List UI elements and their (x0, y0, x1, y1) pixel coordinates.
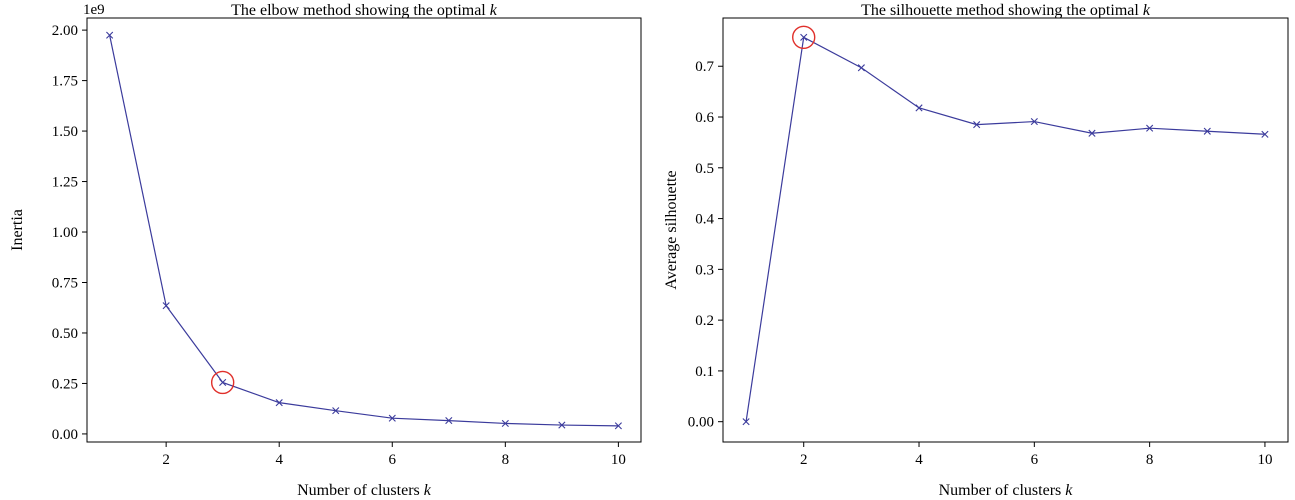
elbow-y-axis-label: Inertia (9, 209, 26, 251)
silhouette-x-tick-label: 8 (1146, 452, 1154, 468)
silhouette-x-axis-label-var: k (1065, 482, 1073, 499)
elbow-chart: 2 4 6 8 10 0.00 0.25 0.50 0.75 1.00 1.25 1.50 1.75 2.… (9, 2, 642, 499)
silhouette-y-tick-label: 0.00 (688, 415, 714, 431)
silhouette-data-point (800, 33, 808, 41)
elbow-y-tick-label: 0.75 (52, 275, 78, 291)
silhouette-y-tick-label: 0.5 (695, 161, 714, 177)
silhouette-y-tick-label: 0.1 (695, 364, 714, 380)
silhouette-chart: 2 4 6 8 10 0.00 0.1 0.2 0.3 0.4 0.5 0.6 0.7 The silho… (663, 2, 1289, 499)
silhouette-plot-frame (722, 17, 1289, 443)
silhouette-y-tick-label: 0.3 (695, 262, 714, 278)
silhouette-y-tick-label: 0.2 (695, 313, 714, 329)
elbow-data-point (332, 407, 340, 415)
silhouette-y-tick-label: 0.7 (695, 59, 714, 75)
elbow-data-point (501, 419, 509, 428)
silhouette-series-line (745, 36, 1265, 422)
elbow-chart-title-var: k (490, 2, 498, 19)
silhouette-y-tick-label: 0.6 (695, 110, 714, 126)
elbow-y-tick-label: 1.25 (52, 175, 78, 191)
elbow-x-tick-label: 10 (611, 452, 626, 468)
silhouette-data-point (1203, 127, 1211, 135)
elbow-x-tick-label: 2 (162, 452, 170, 468)
elbow-plot-frame (86, 17, 642, 443)
elbow-x-tick-label: 4 (275, 452, 283, 468)
silhouette-x-axis-label-text: Number of clusters (939, 482, 1066, 499)
silhouette-data-point (1088, 129, 1096, 137)
elbow-y-tick-label: 1.75 (52, 74, 78, 90)
elbow-optimal-k-highlight (210, 370, 235, 395)
elbow-series-line (109, 35, 619, 427)
elbow-x-tick-label: 8 (502, 452, 510, 468)
elbow-y-tick-label: 1.50 (52, 124, 78, 140)
elbow-data-point (162, 302, 170, 310)
silhouette-data-point (857, 64, 865, 72)
elbow-chart-title: The elbow method showing the optimal k (231, 2, 498, 19)
silhouette-x-tick-label: 4 (915, 452, 923, 468)
silhouette-y-tick-label: 0.4 (695, 212, 714, 228)
elbow-x-axis-label: Number of clusters k (297, 482, 432, 499)
elbow-chart-title-text: The elbow method showing the optimal (231, 2, 490, 19)
silhouette-x-tick-label: 2 (800, 452, 808, 468)
silhouette-chart-title-var: k (1143, 2, 1151, 19)
elbow-data-point (445, 417, 453, 425)
silhouette-data-point (1030, 117, 1038, 126)
silhouette-chart-title: The silhouette method showing the optima… (861, 2, 1151, 19)
elbow-y-multiplier: 1e9 (83, 2, 105, 18)
silhouette-data-point (915, 104, 923, 112)
silhouette-data-point (1146, 124, 1154, 132)
silhouette-x-tick-label: 10 (1257, 452, 1272, 468)
elbow-data-point (558, 421, 566, 429)
silhouette-x-tick-label: 6 (1031, 452, 1039, 468)
silhouette-y-axis-label: Average silhouette (663, 170, 680, 289)
elbow-y-tick-label: 1.00 (52, 225, 78, 241)
elbow-x-axis-label-var: k (424, 482, 432, 499)
elbow-y-tick-label: 0.25 (52, 376, 78, 392)
elbow-data-point (106, 31, 114, 39)
elbow-data-point (614, 422, 622, 430)
elbow-x-axis-label-text: Number of clusters (297, 482, 424, 499)
elbow-data-point (388, 414, 396, 422)
silhouette-data-point (1261, 130, 1269, 138)
silhouette-data-point (973, 121, 981, 129)
silhouette-x-axis-label: Number of clusters k (939, 482, 1074, 499)
elbow-y-tick-label: 0.00 (52, 427, 78, 443)
elbow-data-point (275, 399, 283, 407)
elbow-y-tick-label: 2.00 (52, 23, 78, 39)
silhouette-data-point (742, 418, 750, 426)
silhouette-optimal-k-highlight (792, 25, 816, 49)
elbow-data-point (219, 378, 227, 387)
elbow-x-tick-label: 6 (389, 452, 397, 468)
elbow-y-tick-label: 0.50 (52, 326, 78, 342)
silhouette-chart-title-text: The silhouette method showing the optima… (861, 2, 1143, 19)
